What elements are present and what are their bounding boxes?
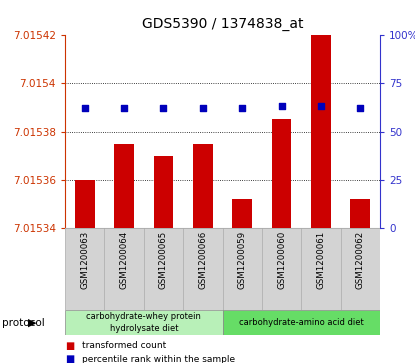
Text: GSM1200064: GSM1200064: [120, 231, 129, 289]
Bar: [114, 143, 134, 228]
Text: protocol: protocol: [2, 318, 45, 327]
Text: transformed count: transformed count: [82, 342, 166, 351]
Point: [81, 105, 88, 111]
Point: [239, 105, 246, 111]
Point: [278, 103, 285, 109]
Text: GSM1200062: GSM1200062: [356, 231, 365, 289]
Bar: [232, 199, 252, 228]
Point: [121, 105, 127, 111]
Text: GSM1200066: GSM1200066: [198, 231, 208, 289]
Text: GSM1200065: GSM1200065: [159, 231, 168, 289]
Text: carbohydrate-amino acid diet: carbohydrate-amino acid diet: [239, 318, 364, 327]
Point: [160, 105, 167, 111]
Point: [317, 103, 324, 109]
Text: GSM1200060: GSM1200060: [277, 231, 286, 289]
Bar: [154, 156, 173, 228]
Title: GDS5390 / 1374838_at: GDS5390 / 1374838_at: [142, 17, 303, 31]
Bar: [311, 35, 331, 228]
Text: percentile rank within the sample: percentile rank within the sample: [82, 355, 235, 363]
Text: carbohydrate-whey protein
hydrolysate diet: carbohydrate-whey protein hydrolysate di…: [86, 313, 201, 333]
Bar: [272, 119, 291, 228]
Bar: [222, 310, 380, 335]
Bar: [351, 199, 370, 228]
Text: ■: ■: [65, 354, 74, 363]
Bar: [193, 143, 212, 228]
Text: GSM1200059: GSM1200059: [238, 231, 247, 289]
Bar: [65, 310, 222, 335]
Point: [357, 105, 364, 111]
Point: [200, 105, 206, 111]
Text: GSM1200061: GSM1200061: [317, 231, 325, 289]
Text: GSM1200063: GSM1200063: [80, 231, 89, 289]
Text: ▶: ▶: [28, 318, 37, 327]
Bar: [75, 180, 95, 228]
Text: ■: ■: [65, 341, 74, 351]
